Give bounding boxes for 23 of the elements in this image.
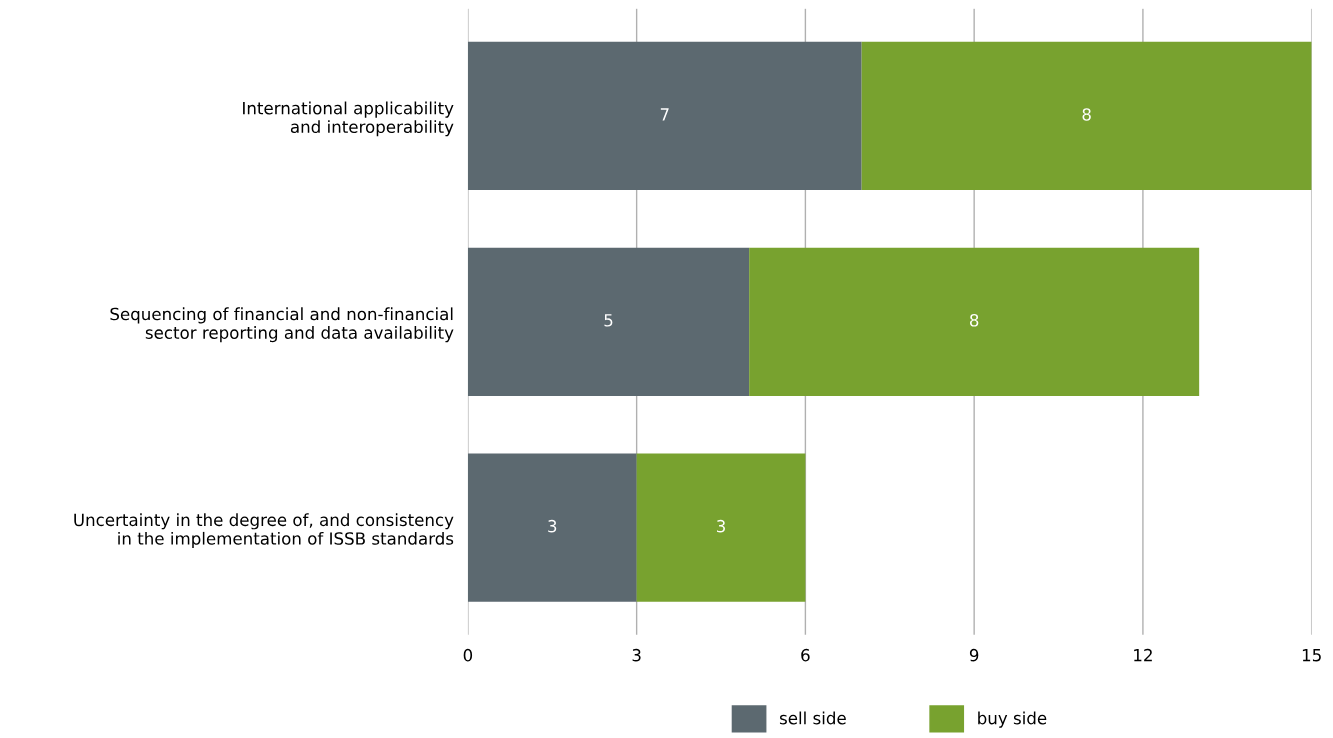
y-tick-label: Uncertainty in the degree of, and consistency in the implementation of ISSB standards <box>74 513 454 549</box>
x-tick-label: 15 <box>1302 649 1321 662</box>
x-tick-label: 6 <box>801 648 810 662</box>
bar <box>467 247 750 396</box>
data-label: 8 <box>1082 108 1091 121</box>
x-tick-label: 0 <box>463 648 473 662</box>
data-label: 8 <box>969 314 979 327</box>
bar <box>749 247 1200 396</box>
data-label: 3 <box>716 519 725 533</box>
y-tick-label: International applicability and interoperability <box>243 101 454 137</box>
legend-label: buy side <box>978 711 1047 728</box>
bar <box>636 453 806 602</box>
x-tick-label: 9 <box>969 648 979 662</box>
data-label: 7 <box>660 108 669 121</box>
bar <box>467 453 637 602</box>
data-label: 5 <box>604 314 613 327</box>
x-tick-label: 12 <box>1134 648 1152 662</box>
x-tick-label: 3 <box>632 648 641 662</box>
bar <box>861 41 1312 191</box>
bar <box>467 41 862 191</box>
data-label: 3 <box>548 519 557 533</box>
y-tick-label: Sequencing of financial and non-financial sector reporting and data availability <box>110 307 454 343</box>
legend-label: sell side <box>779 711 846 725</box>
